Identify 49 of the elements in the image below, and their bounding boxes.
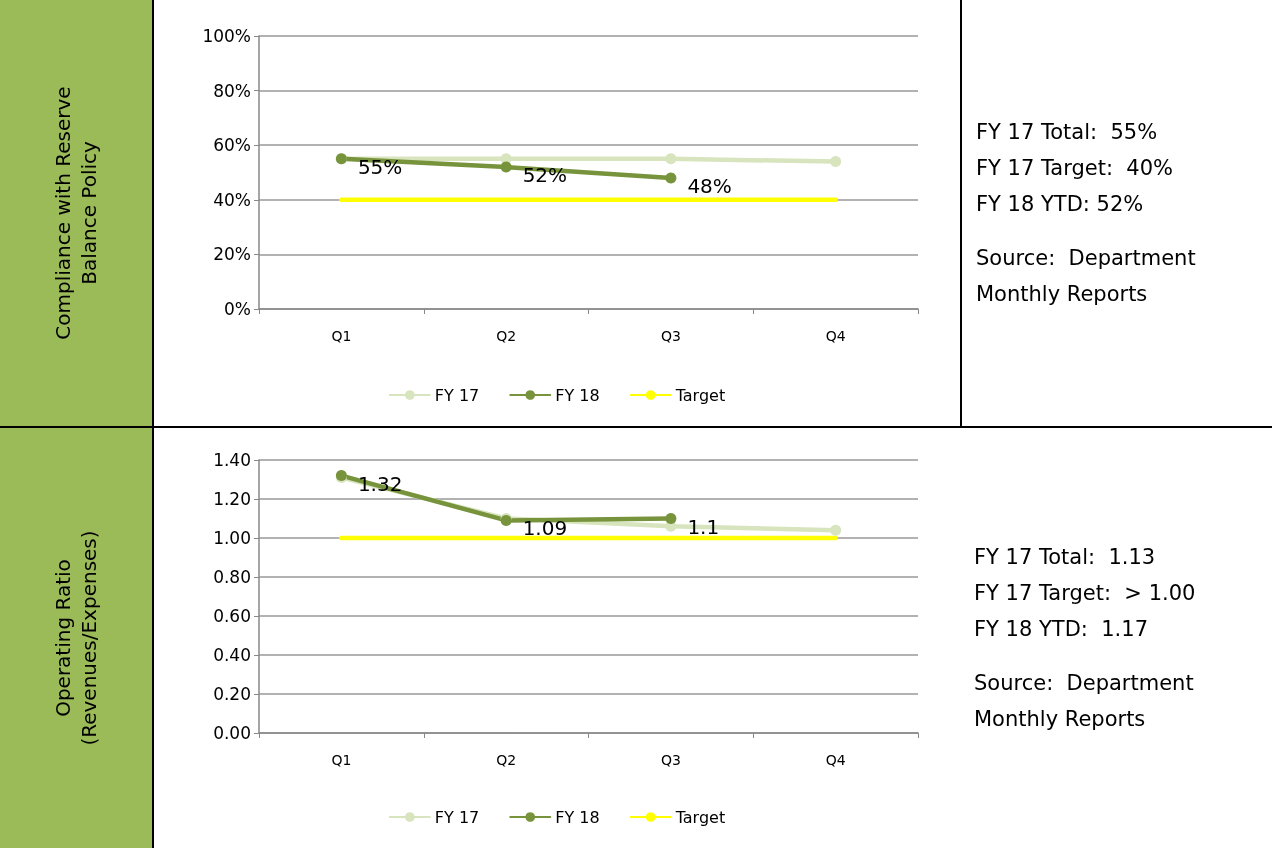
source-note: Source: Department Monthly Reports — [976, 245, 1197, 308]
y-tick-label: 100% — [202, 26, 251, 46]
y-tick-label: 20% — [213, 244, 251, 265]
x-tick-label: Q3 — [660, 752, 681, 768]
text: FY 17 Total: 1.13 — [974, 544, 1157, 571]
point — [665, 172, 677, 184]
y-tick-label: 1.00 — [213, 528, 251, 548]
y-axis-title: Compliance with Reserve Balance Policy — [50, 85, 102, 342]
point — [665, 513, 677, 524]
text: FY 17 Target: 40% — [976, 155, 1175, 182]
y-tick-label: 0.40 — [213, 645, 251, 665]
y-tick-label: 60% — [213, 135, 251, 156]
legend-label: FY 18 — [555, 807, 600, 827]
point — [500, 161, 512, 173]
data-label: 55% — [357, 154, 403, 179]
x-tick-label: Q1 — [331, 752, 352, 768]
data-label: 1.1 — [687, 514, 720, 539]
y-axis-title: Operating Ratio (Revenues/Expenses) — [50, 529, 102, 748]
x-tick-label: Q4 — [825, 752, 846, 768]
y-tick-label: 1.20 — [213, 489, 251, 509]
legend-label: Target — [674, 385, 726, 405]
x-tick-label: Q4 — [825, 328, 846, 344]
text: FY 18 YTD: 1.17 — [974, 616, 1149, 643]
x-tick-label: Q2 — [496, 752, 517, 768]
data-label: 1.09 — [522, 516, 568, 541]
data-label: 48% — [687, 173, 732, 198]
text: FY 17 Total: 55% — [976, 119, 1159, 146]
y-tick-label: 40% — [213, 189, 251, 210]
point — [830, 524, 842, 536]
legend-label: FY 18 — [555, 385, 600, 405]
y-tick-label: 80% — [213, 80, 251, 101]
point — [830, 156, 842, 168]
y-tick-label: 0.00 — [213, 723, 251, 743]
point — [665, 153, 677, 165]
x-tick-label: Q1 — [331, 328, 352, 344]
text: FY 18 YTD: 52% — [976, 191, 1145, 218]
y-tick-label: 0% — [224, 299, 251, 319]
x-tick-label: Q2 — [496, 328, 517, 344]
source-note: Source: Department Monthly Reports — [974, 670, 1195, 733]
y-tick-label: 0.80 — [213, 567, 251, 587]
x-tick-label: Q3 — [660, 328, 681, 344]
y-tick-label: 0.60 — [213, 606, 251, 626]
legend-label: FY 17 — [434, 385, 480, 405]
y-tick-label: 0.20 — [213, 684, 251, 704]
text: FY 17 Target: > 1.00 — [974, 580, 1197, 607]
legend-label: FY 17 — [434, 807, 480, 827]
y-tick-label: 1.40 — [213, 450, 251, 470]
data-label: 52% — [522, 163, 568, 188]
legend-label: Target — [674, 807, 726, 827]
